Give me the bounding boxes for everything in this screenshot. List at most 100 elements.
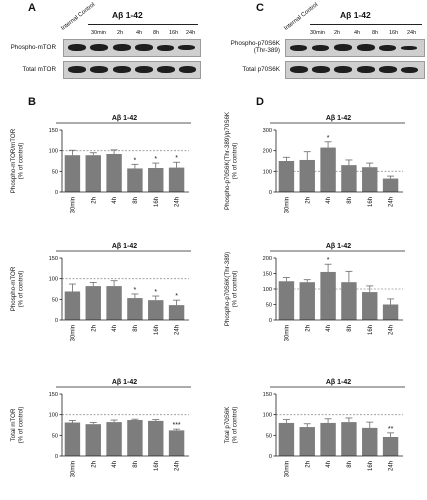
bar <box>168 430 185 456</box>
x-tick-label: 8h <box>133 197 139 204</box>
bar <box>320 271 336 320</box>
x-tick-label: 24h <box>389 461 395 471</box>
chart-title: Aβ 1-42 <box>326 243 351 250</box>
blot-band <box>290 45 307 51</box>
y-axis-label: Phospho-p70S6K(Thr-389) (% of control) <box>224 252 239 326</box>
chart-phospho-p70s6k-ratio: Aβ 1-42 Phospho-p70S6K(Thr-389)/p70S6K (% … <box>224 111 405 213</box>
blot-a-time-label: 8h <box>153 30 160 36</box>
y-tick-label: 50 <box>52 297 58 303</box>
blot-c-time-label: 8h <box>372 30 379 36</box>
bar <box>341 422 357 456</box>
y-axis-label: Total mTOR (% of control) <box>10 407 24 444</box>
bar <box>168 167 185 192</box>
bar <box>382 178 399 192</box>
bar <box>278 281 295 320</box>
bar <box>299 159 315 192</box>
x-tick-label: 4h <box>326 325 332 332</box>
blot-a-strip-phospho <box>63 39 201 57</box>
y-tick-label: 150 <box>49 392 58 398</box>
x-tick-label: 8h <box>133 461 139 468</box>
significance-label: * <box>327 257 330 264</box>
chart-phospho-mtor: Aβ 1-42 Phospho-mTOR (% of control) 30min 2h… <box>10 243 191 341</box>
y-axis-label-line: (% of control) <box>231 271 238 308</box>
bar <box>362 167 378 192</box>
blot-a-title: Aβ 1-42 <box>112 10 143 20</box>
bar <box>127 168 143 192</box>
y-tick-label: 150 <box>49 128 58 134</box>
y-axis-label-line: Phospho-p70S6K(Thr-389)/p70S6K <box>224 111 231 210</box>
blot-c-time-label: 30min <box>310 30 325 36</box>
x-tick-label: 24h <box>175 197 181 207</box>
y-axis-label-line: Total mTOR <box>10 408 17 441</box>
blot-c-row-label: Total p70S6K <box>242 66 280 73</box>
x-tick-label: 24h <box>389 325 395 335</box>
blot-a-time-label: 4h <box>136 30 143 36</box>
blot-band <box>68 44 86 51</box>
blot-a-time-label: 30min <box>91 30 106 36</box>
x-tick-label: 16h <box>368 461 374 471</box>
blot-band <box>312 45 329 51</box>
x-tick-label: 16h <box>154 461 160 471</box>
blot-band <box>68 66 86 73</box>
y-axis-label-line: Phospho-mTOR/mTOR <box>10 128 17 193</box>
panel-letter-a: A <box>28 2 36 14</box>
blot-band <box>157 45 174 51</box>
y-tick-label: 100 <box>49 149 58 155</box>
panel-letter-b: B <box>28 96 36 108</box>
blot-band <box>113 66 131 73</box>
y-axis-label-line: (% of control) <box>231 407 238 444</box>
bar <box>362 427 378 456</box>
x-tick-label: 8h <box>347 325 353 332</box>
x-tick-label: 4h <box>326 197 332 204</box>
x-tick-label: 8h <box>347 461 353 468</box>
x-tick-label: 4h <box>112 325 118 332</box>
x-tick-label: 2h <box>91 197 97 204</box>
blot-c-row-label: Phospho-p70S6K (Thr-389) <box>230 40 280 54</box>
blot-a-time-label: 16h <box>169 30 179 36</box>
bar <box>168 305 185 320</box>
y-axis-label-line: (% of control) <box>17 407 24 444</box>
y-tick-label: 50 <box>266 433 272 439</box>
y-tick-label: 50 <box>266 303 272 309</box>
x-tick-label: 2h <box>305 197 311 204</box>
blot-band <box>90 66 108 73</box>
x-tick-label: 30min <box>284 461 290 477</box>
bar <box>148 300 164 320</box>
x-tick-label: 30min <box>284 197 290 213</box>
x-tick-label: 8h <box>347 197 353 204</box>
x-tick-label: 2h <box>91 461 97 468</box>
y-tick-label: 100 <box>263 169 272 175</box>
blot-band <box>334 66 352 73</box>
y-axis-label: Phospho-mTOR (% of control) <box>10 266 24 311</box>
x-tick-label: 30min <box>70 325 76 341</box>
x-tick-label: 30min <box>70 197 76 213</box>
y-tick-label: 150 <box>263 392 272 398</box>
bar <box>362 292 378 320</box>
chart-title: Aβ 1-42 <box>326 379 351 386</box>
significance-label: * <box>327 135 330 142</box>
blot-band <box>179 66 196 73</box>
significance-label: *** <box>172 422 180 429</box>
significance-label: * <box>175 293 178 300</box>
y-tick-label: 100 <box>49 413 58 419</box>
chart-title: Aβ 1-42 <box>326 115 351 122</box>
blot-band <box>357 44 375 51</box>
x-tick-label: 24h <box>175 325 181 335</box>
x-tick-label: 16h <box>154 325 160 335</box>
bar <box>106 286 122 320</box>
y-tick-label: 200 <box>263 256 272 262</box>
significance-label: * <box>175 155 178 162</box>
significance-label: * <box>154 289 157 296</box>
y-tick-label: 200 <box>263 149 272 155</box>
bar <box>320 147 336 192</box>
x-tick-label: 24h <box>389 197 395 207</box>
blot-c-time-label: 2h <box>334 30 341 36</box>
blot-a-time-label: 24h <box>186 30 196 36</box>
blot-c-strip-total <box>285 61 425 79</box>
y-axis-label: Total p70S6K (% of control) <box>224 406 239 444</box>
y-axis-label-line: (% of control) <box>231 143 238 180</box>
blot-c-control-label: Internal Control <box>283 2 320 32</box>
significance-label: * <box>134 157 137 164</box>
blot-band <box>157 66 175 73</box>
blot-band <box>113 44 131 51</box>
